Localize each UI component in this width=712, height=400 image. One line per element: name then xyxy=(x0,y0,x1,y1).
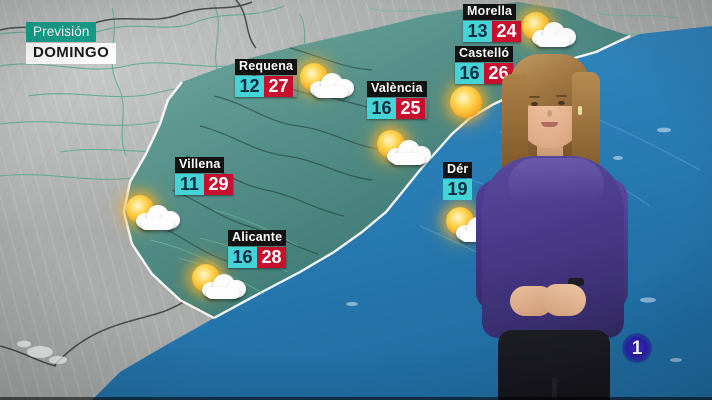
sun-behind-cloud-icon xyxy=(190,262,246,306)
temperature-badges: 12 27 xyxy=(235,76,297,97)
sun-behind-cloud-icon xyxy=(375,128,431,172)
cloud-icon xyxy=(310,73,354,99)
sun-behind-cloud-icon xyxy=(124,193,180,237)
temp-min: 12 xyxy=(235,76,264,97)
presenter-trousers xyxy=(498,330,610,400)
city-name: Morella xyxy=(463,4,517,20)
presenter-mouth xyxy=(541,122,558,127)
presenter-leg-seam xyxy=(552,378,557,400)
city-name: Villena xyxy=(175,157,225,173)
presenter-nose xyxy=(547,110,552,117)
presenter-hand-right xyxy=(544,284,586,316)
cloud-icon xyxy=(202,274,246,300)
city-forecast-dér: Dér 19 xyxy=(443,160,473,200)
presenter-eye-left xyxy=(531,102,538,106)
presenter-brow-left xyxy=(529,96,540,98)
temp-max: 24 xyxy=(492,21,521,42)
temp-min: 16 xyxy=(367,98,396,119)
city-forecast-alicante: Alicante 16 28 xyxy=(228,228,287,268)
city-name: Castelló xyxy=(455,46,514,62)
temperature-badges: 16 28 xyxy=(228,247,286,268)
presenter-brow-right xyxy=(556,95,567,97)
temperature-badges: 19 xyxy=(443,179,473,200)
city-forecast-castelló: Castelló 16 26 xyxy=(455,44,514,84)
temp-max: 29 xyxy=(204,174,233,195)
temp-max: 27 xyxy=(264,76,293,97)
sun-behind-cloud-icon xyxy=(520,10,576,54)
sun-behind-cloud-icon xyxy=(298,61,354,105)
cloud-icon xyxy=(136,205,180,231)
temperature-badges: 16 25 xyxy=(367,98,427,119)
sun-icon xyxy=(450,86,482,118)
temp-max: 25 xyxy=(396,98,425,119)
presenter-watch xyxy=(568,278,584,286)
temp-min: 16 xyxy=(455,63,484,84)
city-forecast-valència: València 16 25 xyxy=(367,79,427,119)
bottom-black-bar xyxy=(0,397,712,400)
forecast-label: Previsión xyxy=(26,22,97,42)
temp-min: 16 xyxy=(228,247,257,268)
temp-min: 19 xyxy=(443,179,472,200)
city-forecast-requena: Requena 12 27 xyxy=(235,57,298,97)
city-name: Dér xyxy=(443,162,473,178)
temperature-badges: 13 24 xyxy=(463,21,521,42)
weather-presenter xyxy=(452,48,642,400)
temp-min: 11 xyxy=(175,174,204,195)
forecast-day: DOMINGO xyxy=(26,43,117,64)
presenter-eye-right xyxy=(558,101,565,105)
cloud-icon xyxy=(387,140,431,166)
temperature-badges: 11 29 xyxy=(175,174,233,195)
forecast-header: Previsión DOMINGO xyxy=(26,22,117,64)
city-name: Alicante xyxy=(228,230,287,246)
temp-max: 28 xyxy=(257,247,286,268)
presenter-neckline-drape xyxy=(508,158,604,202)
cloud-icon xyxy=(532,22,576,48)
city-name: Requena xyxy=(235,59,298,75)
city-forecast-villena: Villena 11 29 xyxy=(175,155,233,195)
tve-1-logo: 1 xyxy=(622,333,652,363)
sun-icon xyxy=(444,82,500,126)
city-name: València xyxy=(367,81,427,97)
temp-min: 13 xyxy=(463,21,492,42)
presenter-earring xyxy=(578,106,582,115)
city-forecast-morella: Morella 13 24 xyxy=(463,2,521,42)
